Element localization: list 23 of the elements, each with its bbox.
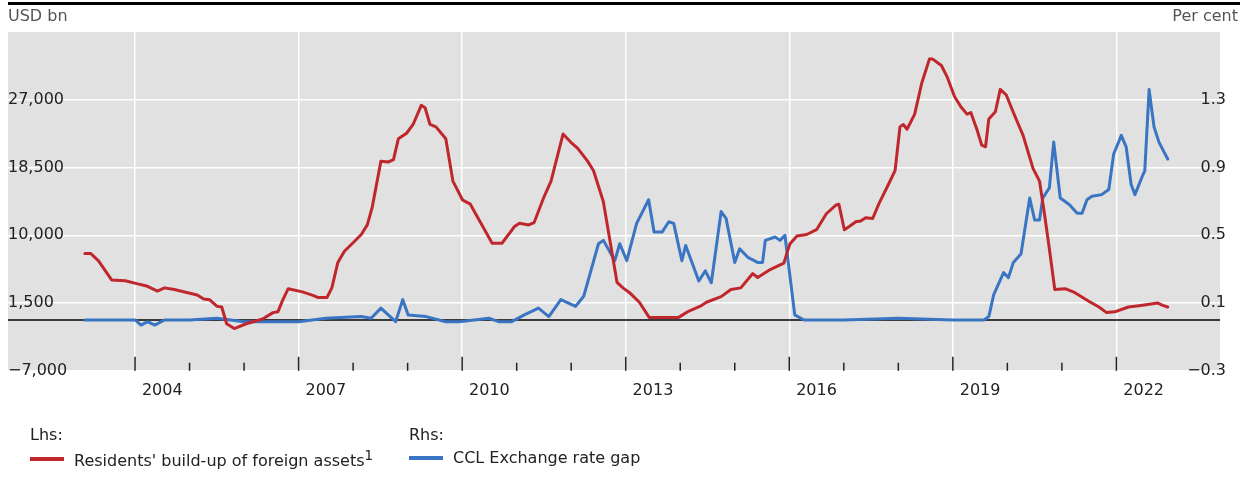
x-tick-label: 2013 — [632, 379, 674, 399]
y-axis-title: USD bn — [8, 6, 68, 25]
y2-axis-title: Per cent — [1172, 6, 1238, 25]
x-tick-label: 2022 — [1123, 379, 1165, 399]
y-tick-label: 1,500 — [8, 292, 54, 312]
y2-tick-label: 1.3 — [1200, 88, 1226, 108]
legend-label: CCL Exchange rate gap — [453, 448, 641, 467]
text: Rhs: — [409, 425, 445, 444]
x-tick-label: 2016 — [796, 379, 837, 399]
x-tick-label: 2010 — [469, 379, 510, 399]
x-tick-label: 2004 — [141, 379, 183, 399]
y2-tick-label: 0.1 — [1200, 292, 1226, 312]
y-tick-label: 10,000 — [8, 224, 64, 244]
y2-tick-label: 0.5 — [1200, 224, 1226, 244]
y-tick-label: 27,000 — [8, 88, 64, 108]
y2-tick-label: 0.9 — [1200, 156, 1226, 176]
text: Lhs: — [30, 425, 64, 444]
y-tick-label: −7,000 — [8, 359, 68, 379]
y2-tick-label: −0.3 — [1187, 359, 1226, 379]
x-tick-label: 2019 — [959, 379, 1001, 399]
y-tick-label: 18,500 — [8, 156, 64, 176]
x-tick-label: 2007 — [305, 379, 347, 399]
legend-label: Residents' build-up of foreign assets$^{1}$ — [74, 448, 373, 471]
